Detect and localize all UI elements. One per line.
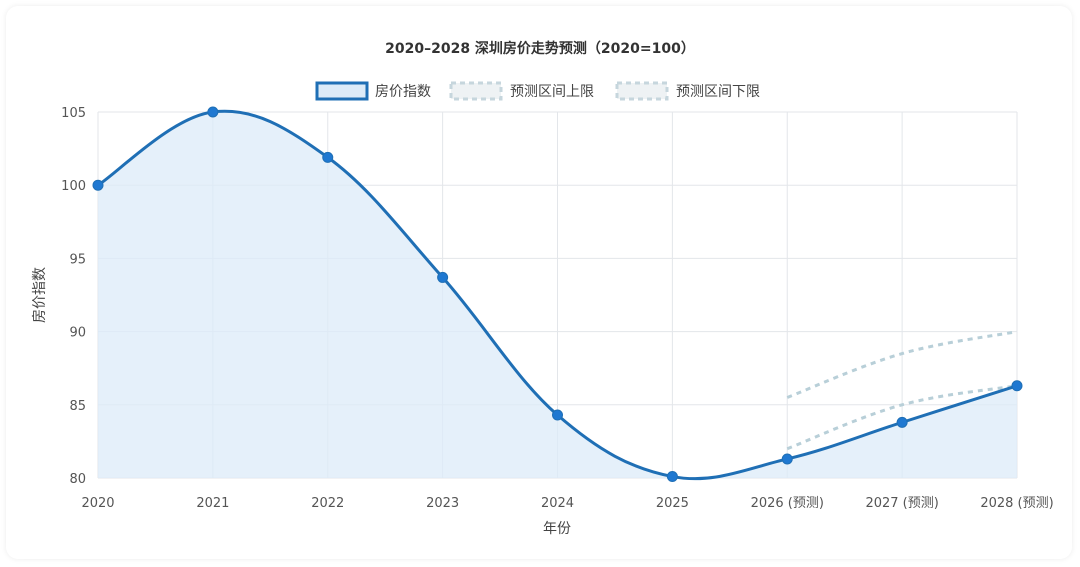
legend-swatch-lower-bound: [615, 81, 669, 101]
x-tick-label: 2026 (预测): [751, 496, 824, 511]
legend-label-price-index: 房价指数: [375, 84, 431, 100]
y-tick-label: 80: [69, 472, 86, 487]
price-index-point[interactable]: [781, 453, 793, 465]
x-tick-label: 2027 (预测): [865, 496, 938, 511]
price-index-point[interactable]: [896, 416, 908, 428]
legend-item-price-index[interactable]: 房价指数: [315, 81, 431, 101]
price-index-point[interactable]: [552, 409, 563, 421]
y-tick-label: 85: [69, 399, 86, 414]
price-index-point[interactable]: [437, 271, 449, 283]
price-index-area: [98, 111, 1017, 479]
legend-item-upper-bound[interactable]: 预测区间上限: [449, 81, 594, 101]
legend-item-lower-bound[interactable]: 预测区间下限: [615, 81, 760, 101]
legend: 房价指数 预测区间上限 预测区间下限: [315, 81, 760, 101]
legend-swatch-price-index: [315, 81, 369, 101]
x-tick-label: 2020: [81, 496, 114, 511]
upper-bound-line: [786, 330, 1018, 399]
legend-label-lower-bound: 预测区间下限: [676, 84, 760, 100]
forecast-bands: [786, 330, 1018, 451]
price-index-point[interactable]: [207, 106, 219, 118]
y-tick-label: 95: [69, 252, 86, 267]
price-index-area-fill: [98, 111, 1017, 479]
x-axis-ticks: 2020 2021 2022 2023 2024 2025 2026 (预测) 2027 (预…: [81, 496, 1053, 511]
x-tick-label: 2023: [426, 496, 459, 511]
legend-swatch-upper-bound: [449, 81, 503, 101]
data-points: [92, 106, 1023, 483]
chart-title: 2020–2028 深圳房价走势预测（2020=100）: [385, 40, 695, 57]
y-tick-label: 105: [61, 106, 86, 121]
legend-label-upper-bound: 预测区间上限: [510, 84, 594, 100]
y-tick-label: 90: [69, 326, 86, 341]
series-lines: [97, 109, 1018, 481]
x-tick-label: 2025: [656, 496, 689, 511]
x-tick-label: 2022: [311, 496, 344, 511]
price-index-point[interactable]: [322, 151, 334, 163]
x-tick-label: 2021: [196, 496, 229, 511]
price-index-point[interactable]: [92, 179, 104, 191]
y-axis-title: 房价指数: [32, 267, 48, 323]
x-tick-label: 2024: [541, 496, 574, 511]
x-axis-title: 年份: [543, 521, 571, 537]
y-axis-ticks: 80 85 90 95 100 105: [61, 106, 86, 487]
lower-bound-line: [786, 384, 1018, 451]
y-tick-label: 100: [61, 179, 86, 194]
price-index-line: [97, 109, 1018, 481]
price-index-point[interactable]: [1011, 380, 1023, 392]
x-tick-label: 2028 (预测): [980, 496, 1053, 511]
price-index-point[interactable]: [666, 471, 678, 483]
